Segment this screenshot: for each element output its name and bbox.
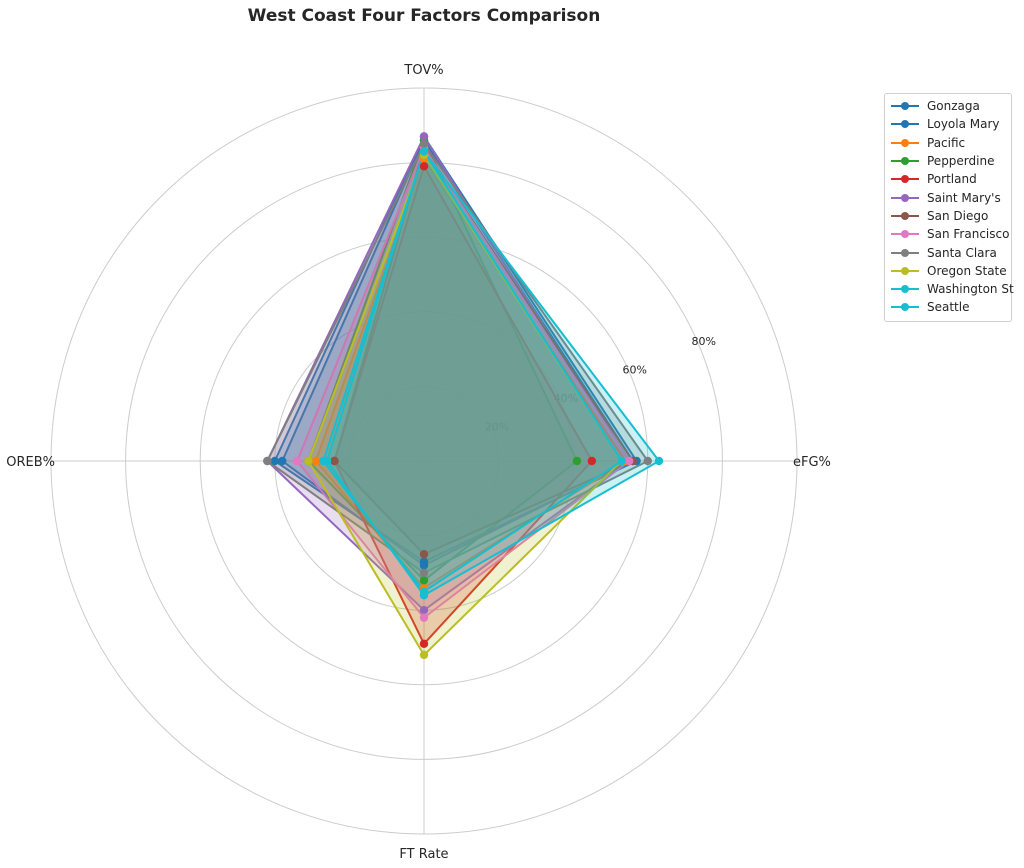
series-11-point-1 [617,456,626,466]
legend-label: Gonzaga [927,99,980,114]
series-9-point-1 [643,456,652,466]
legend-label: Oregon State [927,263,1007,278]
series-12-point-4 [419,591,429,600]
legend-swatch [891,155,919,167]
legend-swatch [891,137,919,149]
series-2-point-3 [270,456,279,466]
axis-label-1: eFG% [793,455,831,470]
radial-tick-label: 80% [691,335,715,348]
series-area-12 [326,150,660,597]
series-1-point-3 [278,456,287,466]
legend-swatch [891,265,919,277]
series-5-point-1 [587,456,597,466]
radar-chart: 20% 40% 60% 80% eFG% TOV% OREB% FT Rate [6,63,831,862]
legend-label: Saint Mary's [927,190,1001,205]
series-layer [263,132,664,660]
legend-item: San Francisco [885,225,1011,243]
series-8-point-3 [292,456,302,466]
legend-item: Seattle [885,298,1011,316]
legend-swatch [891,173,919,185]
series-12-point-2 [419,147,429,156]
legend-swatch [891,118,919,130]
legend-item: Gonzaga [885,97,1011,115]
series-9-point-4 [419,568,429,578]
radial-tick-label: 60% [623,363,647,376]
legend-label: Portland [927,172,977,187]
series-7-point-4 [419,550,429,559]
series-9-point-2 [419,139,429,149]
series-10-point-3 [304,456,313,466]
series-9-point-3 [263,456,272,466]
legend-swatch [891,210,919,222]
legend-label: San Diego [927,208,989,223]
legend-label: Santa Clara [927,245,997,260]
axis-labels: eFG% TOV% OREB% FT Rate [6,63,831,862]
legend-swatch [891,192,919,204]
legend-item: Oregon State [885,262,1011,280]
legend-swatch [891,301,919,313]
series-5-point-4 [419,639,429,648]
axis-label-4: FT Rate [399,847,448,862]
series-5-point-2 [419,162,429,171]
axis-label-3: OREB% [6,455,55,470]
series-8-point-1 [624,456,634,466]
legend-swatch [891,247,919,259]
series-7-point-3 [330,456,339,466]
series-3-point-3 [311,456,321,466]
series-12-point-3 [322,456,332,466]
radial-tick-label: 40% [554,392,578,405]
legend-swatch [891,283,919,295]
legend-swatch [891,100,919,112]
legend-label: San Francisco [927,227,1010,242]
legend-item: Portland [885,170,1011,188]
series-10-point-4 [419,650,429,660]
series-2-point-4 [419,557,429,566]
series-6-point-4 [419,606,429,615]
legend-item: Saint Mary's [885,188,1011,206]
legend-label: Seattle [927,300,970,315]
axis-label-2: TOV% [403,63,443,78]
radial-tick-label: 20% [485,420,509,433]
legend-item: Pepperdine [885,152,1011,170]
series-4-point-4 [419,576,429,585]
series-6-point-2 [419,132,429,141]
legend-item: Loyola Mary [885,115,1011,133]
legend: Gonzaga Loyola Mary Pacific Pepperdine Portl… [884,93,1014,322]
legend-item: Santa Clara [885,243,1011,261]
legend-label: Loyola Mary [927,117,1000,132]
legend-item: San Diego [885,207,1011,225]
series-8-point-4 [419,613,429,622]
legend-label: Pacific [927,135,966,150]
radial-tick-labels: 20% 40% 60% 80% [485,335,716,434]
series-4-point-1 [572,456,582,466]
legend-label: Washington St [927,282,1014,297]
legend-item: Washington St [885,280,1014,298]
legend-swatch [891,228,919,240]
chart-title: West Coast Four Factors Comparison [247,6,601,26]
legend-item: Pacific [885,134,1011,152]
legend-label: Pepperdine [927,154,995,169]
series-12-point-1 [654,456,664,466]
